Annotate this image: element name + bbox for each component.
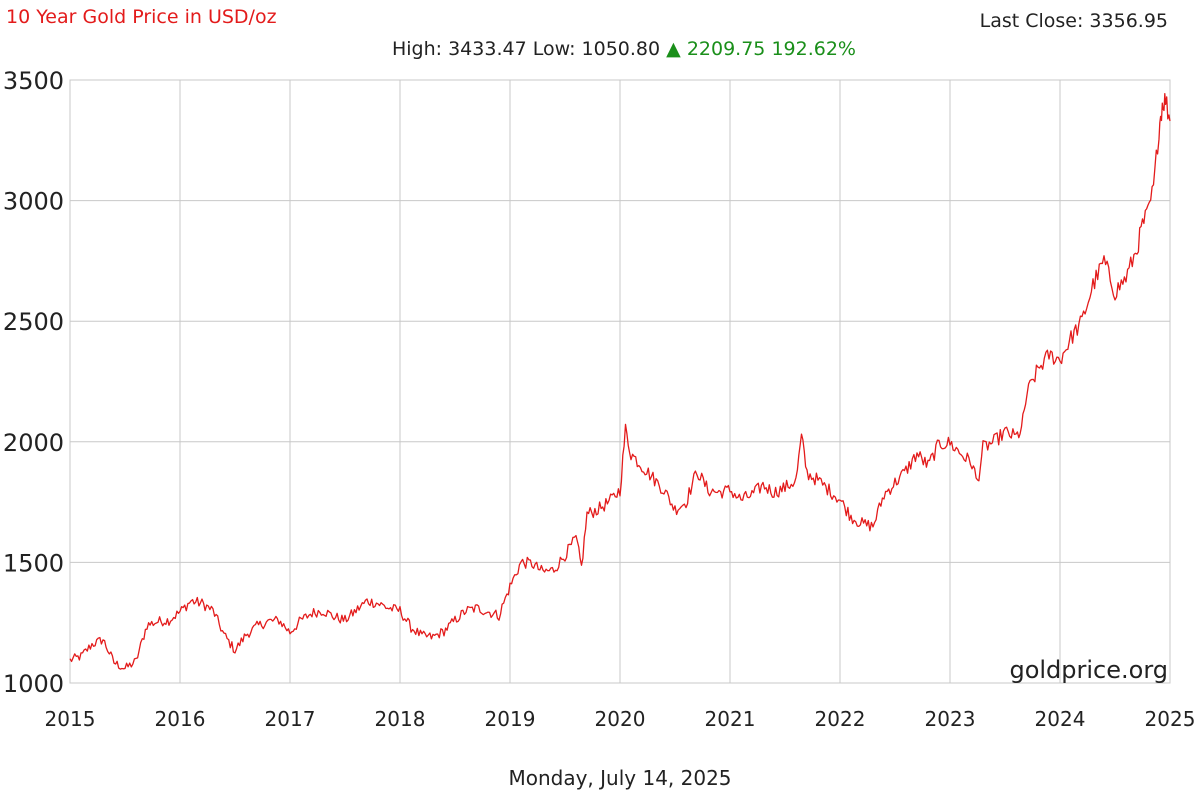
last-close: Last Close: 3356.95 — [979, 10, 1168, 32]
watermark: goldprice.org — [1009, 656, 1168, 684]
y-tick-label: 1000 — [3, 670, 64, 698]
change-percent: 192.62% — [771, 38, 856, 60]
x-tick-label: 2024 — [1035, 707, 1086, 731]
price-stats: High: 3433.47 Low: 1050.80 ▲ 2209.75 192… — [0, 38, 1200, 60]
x-tick-label: 2021 — [705, 707, 756, 731]
plot-frame — [69, 79, 1171, 684]
plot-area — [69, 93, 1171, 670]
date-label: Monday, July 14, 2025 — [508, 766, 732, 790]
x-tick-label: 2017 — [265, 707, 316, 731]
x-tick-label: 2025 — [1145, 707, 1196, 731]
y-tick-label: 3500 — [3, 67, 64, 95]
x-tick-label: 2018 — [375, 707, 426, 731]
x-tick-label: 2023 — [925, 707, 976, 731]
y-tick-label: 2500 — [3, 308, 64, 336]
y-axis-ticks: 1000 1500 2000 2500 3000 3500 — [3, 67, 64, 698]
x-axis-ticks: 2015 2016 2017 2018 2019 2020 2021 2022 2023 2024… — [45, 707, 1196, 731]
chart-title: 10 Year Gold Price in USD/oz — [6, 6, 277, 28]
series-line-gold-price — [69, 93, 1171, 670]
chart-grid — [69, 79, 1171, 684]
y-tick-label: 1500 — [3, 549, 64, 577]
up-arrow-icon: ▲ — [666, 38, 681, 60]
x-tick-label: 2022 — [815, 707, 866, 731]
x-tick-label: 2015 — [45, 707, 96, 731]
x-tick-label: 2020 — [595, 707, 646, 731]
y-tick-label: 2000 — [3, 429, 64, 457]
change-value: 2209.75 — [686, 38, 766, 60]
high-value: High: 3433.47 — [391, 38, 527, 60]
x-tick-label: 2019 — [485, 707, 536, 731]
x-tick-label: 2016 — [155, 707, 206, 731]
y-tick-label: 3000 — [3, 188, 64, 216]
low-value: Low: 1050.80 — [532, 38, 661, 60]
